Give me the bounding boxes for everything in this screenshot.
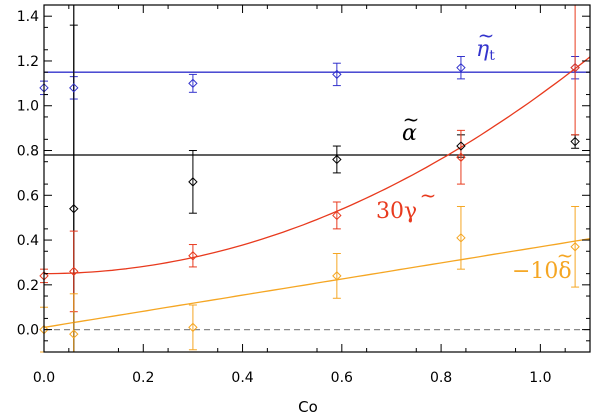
- data-point: [332, 69, 342, 80]
- label-alpha: ~ α: [402, 107, 419, 146]
- y-tick-label: 0.4: [17, 233, 39, 249]
- error-bar: [332, 62, 341, 87]
- error-bar: [332, 201, 341, 230]
- label-eta-t: ~ ηt: [476, 23, 495, 64]
- alpha-label-symbol: α: [402, 121, 417, 146]
- data-point: [456, 152, 466, 162]
- svg-text:~: ~: [403, 107, 420, 131]
- eta-label-symbol: η: [476, 37, 489, 62]
- svg-text:~: ~: [557, 243, 574, 267]
- x-tick-label: 0.4: [231, 370, 253, 386]
- data-points: [39, 62, 580, 339]
- svg-text:ηt: ηt: [476, 37, 495, 64]
- x-tick-label: 0.2: [132, 370, 154, 386]
- y-tick-label: 1.2: [17, 54, 39, 70]
- error-bar: [456, 205, 465, 270]
- error-bar: [188, 73, 197, 93]
- reference-lines: [44, 5, 590, 352]
- y-tick-label: 1.4: [17, 9, 39, 25]
- data-point: [570, 62, 580, 73]
- data-point: [456, 141, 466, 151]
- y-tick-label: 0.2: [17, 278, 39, 294]
- error-bar: [456, 129, 465, 185]
- data-point: [188, 177, 198, 187]
- data-point: [69, 266, 79, 277]
- x-tick-label: 1.0: [529, 370, 551, 386]
- y-tick-label: 1.0: [17, 99, 39, 115]
- error-bar: [332, 145, 341, 174]
- data-point: [332, 271, 342, 281]
- fit-curves: [43, 56, 591, 329]
- data-point: [456, 62, 466, 73]
- y-tick-label: 0.0: [17, 323, 39, 339]
- data-point: [570, 242, 580, 252]
- y-tick-label: 0.6: [17, 188, 39, 204]
- fit-line--10-delta: [43, 238, 591, 329]
- tick-labels: 0.0 0.2 0.4 0.6 0.8 1.0 0.0 0.2 0.4 0.6 0.8 1.0 1.2 1…: [17, 9, 552, 386]
- fit-line-30-gamma: [44, 56, 591, 275]
- error-bar: [571, 205, 580, 288]
- error-bar: [188, 244, 197, 268]
- x-tick-label: 0.8: [430, 370, 452, 386]
- error-bar: [188, 150, 197, 214]
- axis-ticks: [43, 5, 590, 352]
- error-bar: [456, 55, 465, 80]
- x-axis-title: Co: [298, 398, 318, 416]
- plot-frame: [43, 4, 591, 353]
- data-point: [69, 83, 79, 93]
- data-point: [188, 251, 198, 261]
- data-point: [69, 204, 79, 214]
- data-point: [188, 322, 198, 333]
- error-bar: [332, 252, 341, 299]
- data-point: [570, 136, 580, 147]
- data-point: [332, 210, 342, 221]
- x-tick-label: 0.0: [33, 370, 55, 386]
- data-point: [69, 329, 79, 339]
- gamma-label-symbol: 30γ: [376, 199, 417, 224]
- x-tick-label: 0.6: [331, 370, 353, 386]
- error-bars: [40, 4, 580, 353]
- svg-text:~: ~: [478, 23, 495, 47]
- delta-label-symbol: −10δ: [512, 259, 572, 284]
- data-point: [332, 154, 342, 165]
- error-bar: [571, 4, 580, 136]
- y-tick-label: 0.8: [17, 144, 39, 160]
- error-bar: [188, 304, 197, 351]
- eta-label-sub: t: [489, 48, 495, 64]
- data-point: [188, 78, 198, 89]
- label-minus-10-delta: ~ −10δ: [512, 243, 573, 284]
- data-point: [456, 233, 466, 243]
- svg-text:~: ~: [420, 183, 437, 207]
- label-30-gamma: ~ 30γ: [376, 183, 436, 224]
